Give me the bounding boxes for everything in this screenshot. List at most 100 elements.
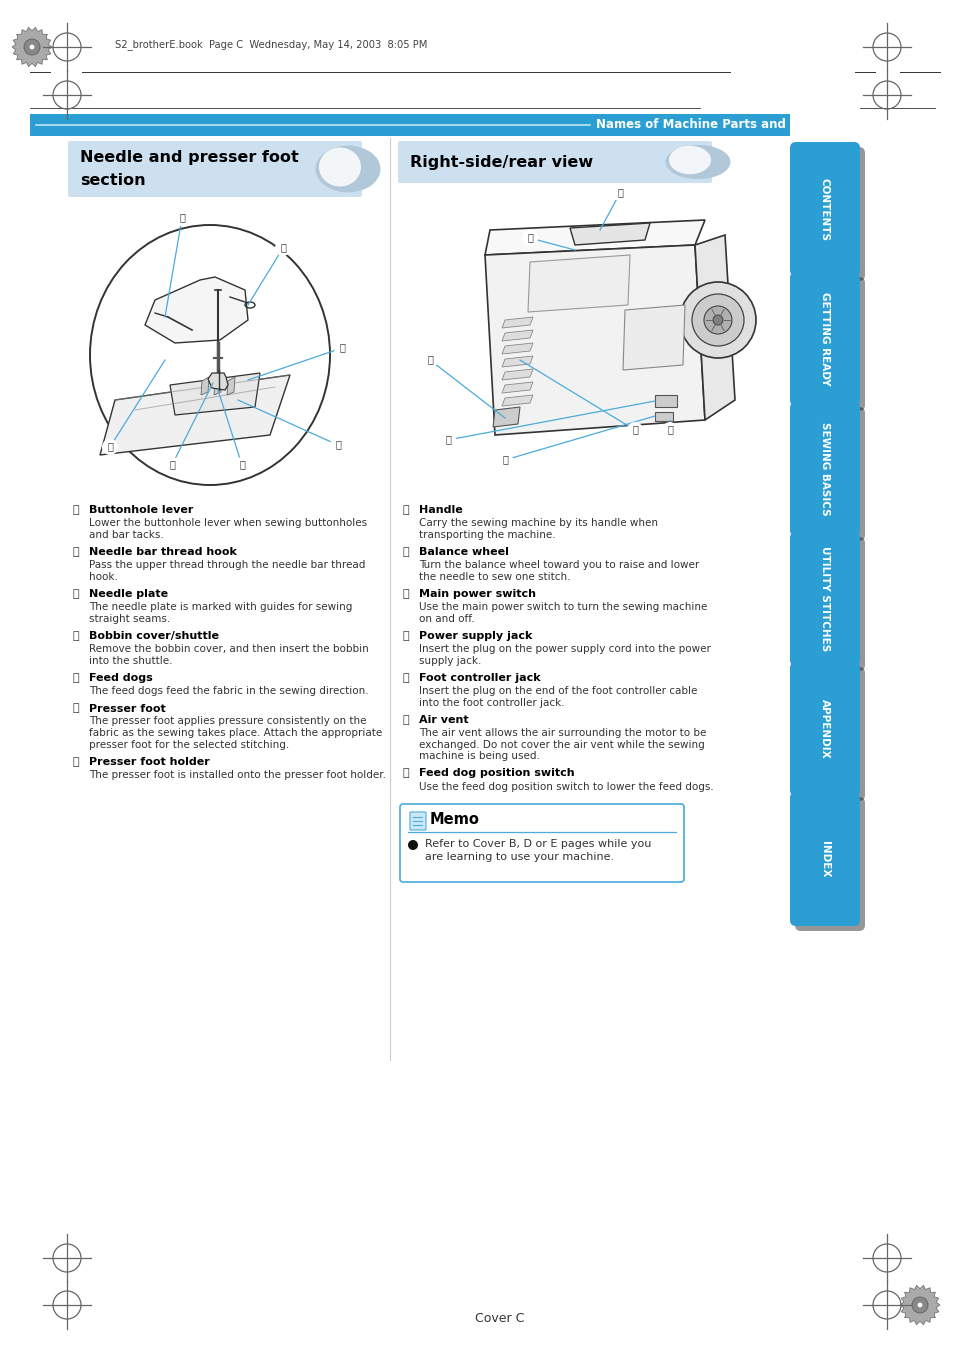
Text: ③: ③ <box>338 343 345 353</box>
Text: ⑥: ⑥ <box>402 715 409 725</box>
FancyBboxPatch shape <box>789 662 859 796</box>
Text: ④: ④ <box>335 440 340 450</box>
Text: Carry the sewing machine by its handle when: Carry the sewing machine by its handle w… <box>418 517 658 528</box>
Text: ⑤: ⑤ <box>73 673 79 684</box>
Text: The air vent allows the air surrounding the motor to be: The air vent allows the air surrounding … <box>418 728 705 738</box>
Circle shape <box>334 340 350 357</box>
FancyBboxPatch shape <box>789 142 859 276</box>
Bar <box>655 394 677 407</box>
Circle shape <box>24 39 40 55</box>
Circle shape <box>626 422 642 438</box>
Circle shape <box>173 209 190 226</box>
Text: Buttonhole lever: Buttonhole lever <box>89 505 193 515</box>
Ellipse shape <box>665 145 730 180</box>
Polygon shape <box>501 330 533 340</box>
FancyBboxPatch shape <box>794 277 864 411</box>
Circle shape <box>30 45 34 50</box>
FancyBboxPatch shape <box>397 141 711 182</box>
Circle shape <box>421 353 437 367</box>
Bar <box>655 412 672 422</box>
Text: into the shuttle.: into the shuttle. <box>89 655 172 666</box>
Text: Needle plate: Needle plate <box>89 589 168 598</box>
Text: ③: ③ <box>402 589 409 598</box>
Text: APPENDIX: APPENDIX <box>820 700 829 759</box>
Text: Use the feed dog position switch to lower the feed dogs.: Use the feed dog position switch to lowe… <box>418 781 713 792</box>
Text: ①: ① <box>402 505 409 515</box>
Polygon shape <box>227 377 234 394</box>
FancyBboxPatch shape <box>794 536 864 671</box>
Bar <box>30 113 789 136</box>
Polygon shape <box>145 277 248 343</box>
Text: SEWING BASICS: SEWING BASICS <box>820 422 829 516</box>
Circle shape <box>612 185 627 201</box>
Polygon shape <box>201 377 209 394</box>
Text: ⑤: ⑤ <box>402 673 409 684</box>
Text: ①: ① <box>179 213 185 223</box>
Text: are learning to use your machine.: are learning to use your machine. <box>424 852 614 862</box>
Circle shape <box>274 240 291 255</box>
Circle shape <box>661 422 678 438</box>
Polygon shape <box>170 373 260 415</box>
Text: Power supply jack: Power supply jack <box>418 631 532 640</box>
FancyBboxPatch shape <box>789 792 859 925</box>
Text: ③: ③ <box>427 355 433 365</box>
Text: The presser foot is installed onto the presser foot holder.: The presser foot is installed onto the p… <box>89 770 386 780</box>
FancyBboxPatch shape <box>399 804 683 882</box>
Text: The feed dogs feed the fabric in the sewing direction.: The feed dogs feed the fabric in the sew… <box>89 686 368 696</box>
Circle shape <box>439 432 456 449</box>
Text: ⑤: ⑤ <box>501 455 507 465</box>
Text: Insert the plug on the end of the foot controller cable: Insert the plug on the end of the foot c… <box>418 686 697 696</box>
Circle shape <box>164 457 180 473</box>
Polygon shape <box>695 235 734 420</box>
Text: ②: ② <box>526 234 533 242</box>
Text: ①: ① <box>617 189 622 197</box>
Text: INDEX: INDEX <box>820 840 829 877</box>
Text: Names of Machine Parts and Their Functions: Names of Machine Parts and Their Functio… <box>596 119 892 131</box>
Circle shape <box>691 295 743 346</box>
Text: ②: ② <box>402 547 409 557</box>
Text: ⑦: ⑦ <box>107 443 112 451</box>
Circle shape <box>679 282 755 358</box>
Text: ⑥: ⑥ <box>73 704 79 713</box>
Circle shape <box>917 1302 922 1308</box>
Text: supply jack.: supply jack. <box>418 655 481 666</box>
Text: hook.: hook. <box>89 571 118 581</box>
Text: ⑦: ⑦ <box>402 769 409 778</box>
Text: ⑦: ⑦ <box>666 426 672 435</box>
Text: ⑦: ⑦ <box>73 757 79 767</box>
Text: Main power switch: Main power switch <box>418 589 536 598</box>
Text: Presser foot: Presser foot <box>89 704 166 713</box>
Text: Lower the buttonhole lever when sewing buttonholes: Lower the buttonhole lever when sewing b… <box>89 517 367 528</box>
Text: ④: ④ <box>445 435 451 444</box>
FancyBboxPatch shape <box>789 532 859 666</box>
Text: the needle to sew one stitch.: the needle to sew one stitch. <box>418 571 570 581</box>
Polygon shape <box>12 27 52 66</box>
Polygon shape <box>527 255 629 312</box>
FancyBboxPatch shape <box>794 667 864 801</box>
Text: UTILITY STITCHES: UTILITY STITCHES <box>820 546 829 651</box>
Polygon shape <box>622 305 684 370</box>
Text: Turn the balance wheel toward you to raise and lower: Turn the balance wheel toward you to rai… <box>418 561 699 570</box>
Polygon shape <box>493 407 519 427</box>
Polygon shape <box>501 317 533 328</box>
Text: and bar tacks.: and bar tacks. <box>89 530 164 539</box>
Text: Refer to Cover B, D or E pages while you: Refer to Cover B, D or E pages while you <box>424 839 651 848</box>
Text: Use the main power switch to turn the sewing machine: Use the main power switch to turn the se… <box>418 603 706 612</box>
Text: Remove the bobbin cover, and then insert the bobbin: Remove the bobbin cover, and then insert… <box>89 644 369 654</box>
Text: Cover C: Cover C <box>475 1312 524 1324</box>
Text: section: section <box>80 173 146 188</box>
Text: ⑥: ⑥ <box>632 426 638 435</box>
Text: ④: ④ <box>73 631 79 640</box>
Ellipse shape <box>318 147 360 186</box>
Polygon shape <box>208 373 228 390</box>
FancyBboxPatch shape <box>789 272 859 407</box>
Circle shape <box>911 1297 927 1313</box>
Text: Needle bar thread hook: Needle bar thread hook <box>89 547 236 557</box>
Polygon shape <box>501 369 533 380</box>
Ellipse shape <box>668 146 710 174</box>
Circle shape <box>330 436 346 453</box>
Polygon shape <box>569 223 649 245</box>
Text: ③: ③ <box>73 589 79 598</box>
Text: Bobbin cover/shuttle: Bobbin cover/shuttle <box>89 631 219 640</box>
Text: transporting the machine.: transporting the machine. <box>418 530 555 539</box>
